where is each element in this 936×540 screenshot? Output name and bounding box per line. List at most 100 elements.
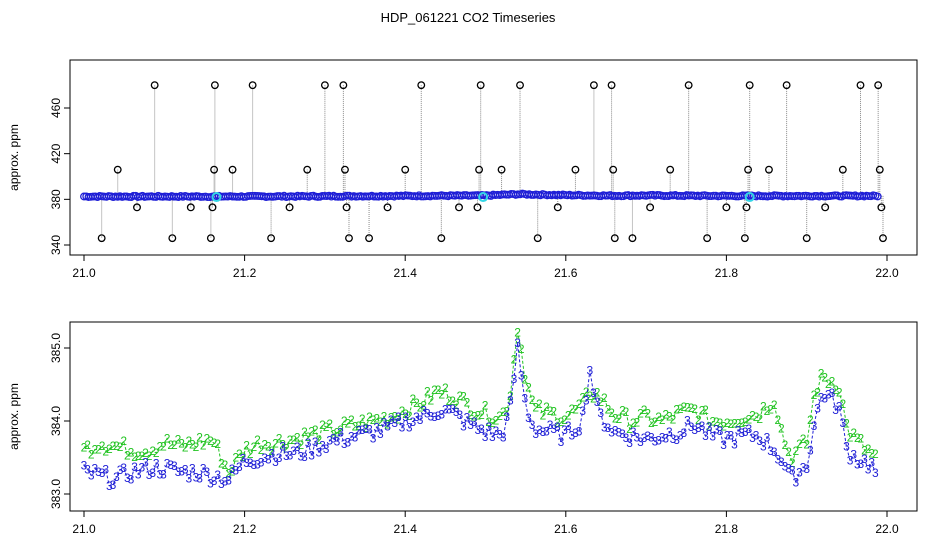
series-3-point: 3	[265, 452, 272, 466]
series-3-point: 3	[735, 423, 742, 437]
series-2-point: 2	[301, 425, 308, 439]
series-2-point: 2	[287, 433, 294, 447]
series-2-point: 2	[272, 437, 279, 451]
series-3-point: 3	[601, 420, 608, 434]
series-2-point: 2	[222, 458, 229, 472]
outlier-point	[782, 81, 791, 90]
series-3-point: 3	[496, 428, 503, 442]
series-2-point: 2	[547, 404, 554, 418]
series-3: 3333333333333333333333333333333333333333…	[81, 336, 879, 493]
series-3-point: 3	[399, 421, 406, 435]
series-3-point: 3	[796, 466, 803, 480]
y-tick-label: 340	[49, 235, 63, 255]
x-tick-label: 21.2	[233, 266, 257, 280]
series-2-point: 2	[269, 444, 276, 458]
series-3-point: 3	[110, 478, 117, 492]
series-3-point: 3	[558, 435, 565, 449]
series-3-point: 3	[395, 410, 402, 424]
series-3-point: 3	[532, 427, 539, 441]
series-3-point: 3	[431, 410, 438, 424]
series-2-point: 2	[662, 407, 669, 421]
series-3-point: 3	[814, 401, 821, 415]
series-2-point: 2	[872, 447, 879, 461]
series-3-point: 3	[724, 429, 731, 443]
series-2-point: 2	[829, 375, 836, 389]
series-2-point: 2	[525, 381, 532, 395]
series-3-point: 3	[247, 456, 254, 470]
series-3-point: 3	[547, 418, 554, 432]
series-2-point: 2	[153, 446, 160, 460]
outlier-point	[877, 203, 886, 212]
series-2-point: 2	[684, 401, 691, 415]
series-3-point: 3	[764, 430, 771, 444]
outlier-point	[744, 165, 753, 174]
series-3-point: 3	[305, 436, 312, 450]
series-3-point: 3	[865, 463, 872, 477]
series-2-point: 2	[99, 439, 106, 453]
series-2-point: 2	[532, 400, 539, 414]
y-tick-label: 385.0	[49, 333, 63, 363]
outlier-point	[802, 234, 811, 243]
cyan-point	[211, 192, 222, 203]
outlier-point	[610, 234, 619, 243]
series-3-point: 3	[839, 416, 846, 430]
outlier-point	[168, 234, 177, 243]
series-2-point: 2	[294, 430, 301, 444]
series-3-point: 3	[623, 431, 630, 445]
series-3-point: 3	[478, 422, 485, 436]
series-2-point: 2	[409, 392, 416, 406]
series-3-point: 3	[587, 363, 594, 377]
series-2-point: 2	[673, 402, 680, 416]
series-3-point: 3	[612, 423, 619, 437]
series-3-point: 3	[626, 436, 633, 450]
series-3-point: 3	[211, 474, 218, 488]
series-3-point: 3	[243, 456, 250, 470]
series-2-point: 2	[431, 383, 438, 397]
series-3-point: 3	[409, 415, 416, 429]
series-2-point: 2	[746, 412, 753, 426]
outlier-point	[646, 203, 655, 212]
x-tick-label: 22.0	[875, 522, 899, 536]
series-3-point: 3	[294, 440, 301, 454]
series-2-point: 2	[326, 417, 333, 431]
series-2-point: 2	[843, 417, 850, 431]
series-2-point: 2	[297, 438, 304, 452]
series-3-point: 3	[236, 460, 243, 474]
outlier-point	[684, 81, 693, 90]
series-2-point: 2	[175, 433, 182, 447]
series-2-point: 2	[236, 447, 243, 461]
series-3-point: 3	[858, 457, 865, 471]
series-2-point: 2	[482, 399, 489, 413]
series-3-point: 3	[142, 455, 149, 469]
series-3-point: 3	[370, 431, 377, 445]
series-2-point: 2	[753, 410, 760, 424]
series-3-point: 3	[428, 409, 435, 423]
series-3-point: 3	[702, 429, 709, 443]
series-2-point: 2	[91, 442, 98, 456]
outlier-point	[628, 234, 637, 243]
series-3-point: 3	[500, 431, 507, 445]
series-3-point: 3	[229, 462, 236, 476]
series-2-point: 2	[774, 413, 781, 427]
series-2-point: 2	[644, 407, 651, 421]
series-3-point: 3	[684, 413, 691, 427]
series-2-point: 2	[518, 342, 525, 356]
series-3-point: 3	[153, 457, 160, 471]
outlier-point	[740, 234, 749, 243]
outlier-point	[703, 234, 712, 243]
series-3-point: 3	[641, 431, 648, 445]
series-3-point: 3	[619, 427, 626, 441]
series-2-point: 2	[435, 383, 442, 397]
series-3-point: 3	[709, 430, 716, 444]
outlier-point	[879, 234, 887, 243]
series-3-point: 3	[456, 408, 463, 422]
series-2-point: 2	[767, 403, 774, 417]
series-3-point: 3	[373, 420, 380, 434]
y-axis-label: approx. ppm	[7, 124, 21, 191]
outlier-point	[455, 203, 463, 212]
series-3-point: 3	[200, 462, 207, 476]
series-3-point: 3	[554, 420, 561, 434]
series-2-point: 2	[680, 400, 687, 414]
series-2-point: 2	[811, 388, 818, 402]
series-3-point: 3	[128, 473, 135, 487]
